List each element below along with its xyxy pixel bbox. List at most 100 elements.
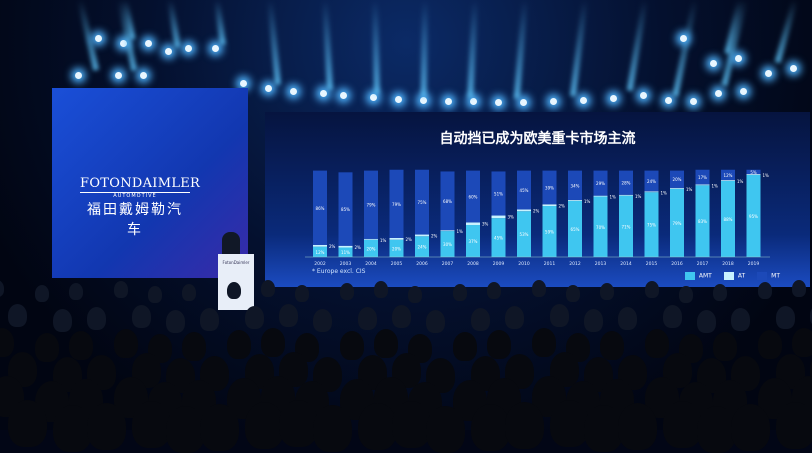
bar-mt	[364, 170, 378, 239]
audience-head	[408, 286, 422, 303]
data-label: 11%	[341, 250, 350, 255]
bar-amt	[619, 195, 633, 257]
data-label: 83%	[698, 219, 707, 224]
data-label: 34%	[571, 183, 580, 188]
stage-light	[445, 98, 452, 105]
data-label: 75%	[418, 200, 427, 205]
x-tick-label: 2003	[340, 261, 352, 267]
bar-amt	[542, 206, 557, 257]
speaker	[222, 232, 240, 256]
bar-amt	[491, 218, 506, 257]
x-tick-label: 2007	[442, 261, 454, 267]
legend-item: AMT	[684, 272, 712, 280]
stage-light	[710, 60, 717, 67]
legend-item: AT	[723, 272, 745, 280]
footnote: * Europe excl. CIS	[312, 268, 366, 275]
stage-light	[735, 55, 742, 62]
data-label: 95%	[749, 214, 758, 219]
audience-head	[453, 332, 477, 361]
audience-head	[295, 285, 309, 302]
audience	[0, 280, 812, 453]
audience-head	[358, 307, 377, 330]
stage-light	[265, 85, 272, 92]
audience-head	[758, 330, 782, 359]
audience-head	[532, 328, 556, 357]
bar-amt	[517, 211, 531, 257]
x-tick-label: 2015	[646, 261, 658, 267]
bar-at	[364, 238, 378, 240]
data-label: 65%	[571, 227, 580, 232]
audience-head	[713, 284, 727, 301]
data-label: 39%	[545, 185, 554, 190]
x-tick-label: 2008	[467, 261, 479, 267]
x-tick-label: 2019	[748, 261, 760, 267]
audience-head	[600, 331, 624, 360]
stage-light	[765, 70, 772, 77]
stage-light	[290, 88, 297, 95]
data-label: 1%	[737, 179, 744, 184]
audience-head	[566, 285, 580, 302]
bar-amt	[313, 246, 327, 257]
audience-head	[200, 404, 239, 451]
audience-head	[227, 282, 241, 299]
bar-mt	[721, 169, 735, 181]
stage-light	[165, 48, 172, 55]
x-tick-label: 2002	[314, 261, 326, 267]
bar-at	[389, 237, 404, 240]
data-label: 59%	[545, 230, 554, 235]
audience-head	[679, 286, 693, 303]
data-label: 17%	[698, 175, 707, 180]
stage-light	[340, 92, 347, 99]
bar-at	[670, 187, 684, 189]
stage-light	[145, 40, 152, 47]
stage-light	[95, 35, 102, 42]
legend-label: MT	[771, 272, 780, 280]
fotondaimler-logo: FOTONDAIMLER AUTOMOTIVE 福田戴姆勒汽车	[80, 176, 200, 239]
data-label: 51%	[494, 191, 503, 196]
audience-head	[663, 305, 682, 328]
legend-swatch	[684, 272, 695, 280]
data-label: 24%	[418, 245, 427, 250]
bar-at	[440, 230, 455, 232]
audience-head	[697, 310, 716, 333]
chart-legend: AMT AT MT	[684, 272, 780, 280]
data-label: 1%	[661, 190, 668, 195]
bar-amt	[644, 192, 659, 257]
bar-at	[619, 194, 633, 196]
audience-head	[182, 284, 196, 301]
data-label: 60%	[469, 195, 478, 200]
bar-mt	[415, 169, 429, 235]
data-label: 79%	[673, 221, 682, 226]
audience-head	[471, 308, 490, 331]
stacked-bar-chart: 12% 2% 86% 2002 11% 2% 85% 2003 20% 1% 79% 2004 20% 2…	[305, 169, 770, 267]
data-label: 45%	[520, 188, 529, 193]
x-tick-label: 2013	[595, 261, 607, 267]
data-label: 12%	[316, 250, 325, 255]
audience-head	[776, 402, 812, 449]
bar-mt	[593, 170, 608, 196]
data-label: 3%	[508, 215, 515, 220]
bar-at	[338, 245, 353, 248]
bar-amt	[415, 236, 429, 257]
audience-head	[261, 328, 285, 357]
audience-head	[35, 333, 59, 362]
audience-head	[0, 280, 4, 297]
data-label: 68%	[443, 199, 452, 204]
audience-head	[392, 305, 411, 328]
audience-head	[426, 406, 465, 453]
stage-light	[470, 98, 477, 105]
stage-light	[240, 80, 247, 87]
stage-light	[115, 72, 122, 79]
data-label: 1%	[584, 199, 591, 204]
logo-sub: AUTOMOTIVE	[80, 192, 190, 199]
bar-at	[568, 199, 582, 201]
bar-at	[313, 244, 327, 247]
bar-amt	[338, 247, 353, 257]
audience-head	[69, 283, 83, 300]
main-led-screen: 自动挡已成为欧美重卡市场主流 12% 2% 86% 2002 11% 2% 85% 2003 2…	[265, 112, 810, 287]
stage-light	[420, 97, 427, 104]
audience-head	[810, 400, 812, 447]
bar-at	[593, 195, 608, 197]
left-led-screen	[52, 88, 248, 278]
bar-mt	[670, 170, 684, 188]
